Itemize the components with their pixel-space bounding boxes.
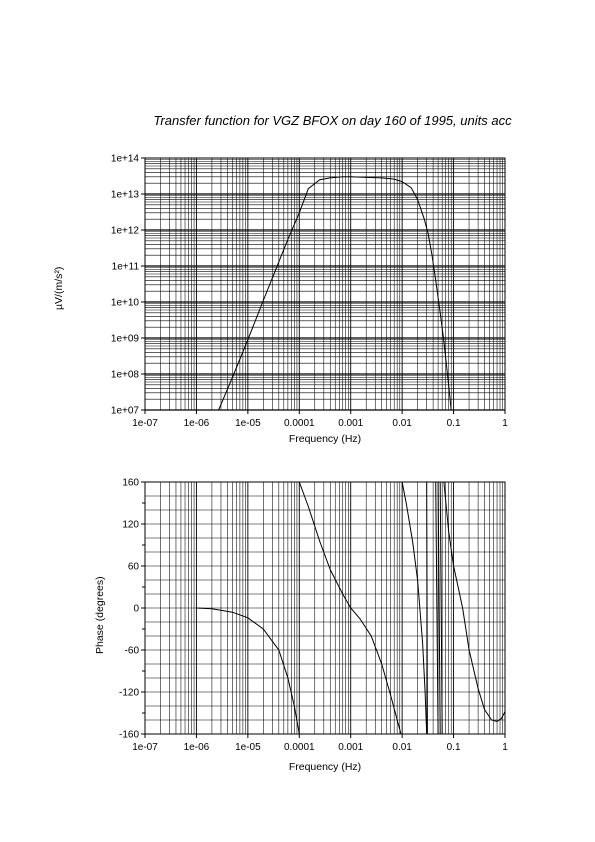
x-tick-label: 1e-07 bbox=[132, 742, 158, 753]
x-tick-label: 1 bbox=[502, 742, 508, 753]
phase-curve-segment bbox=[401, 481, 428, 735]
y-axis-label-amplitude: µV/(m/s²) bbox=[53, 266, 65, 310]
x-tick-label: 0.1 bbox=[447, 418, 461, 429]
x-tick-label: 1e-07 bbox=[132, 418, 158, 429]
x-tick-label: 0.001 bbox=[338, 742, 363, 753]
x-tick-label: 1e-05 bbox=[235, 742, 261, 753]
phase-curve-segment bbox=[298, 481, 402, 735]
y-tick-label: 1e+13 bbox=[111, 190, 140, 201]
y-tick-label: 60 bbox=[128, 562, 140, 573]
phase-curve-segment bbox=[437, 481, 441, 735]
x-tick-label: 0.1 bbox=[447, 742, 461, 753]
x-tick-label: 1e-06 bbox=[184, 418, 210, 429]
x-tick-label: 0.01 bbox=[392, 418, 412, 429]
plot-frame bbox=[144, 157, 506, 411]
y-tick-label: 1e+07 bbox=[111, 406, 140, 417]
phase-curve-segment bbox=[435, 481, 439, 735]
chart-title: Transfer function for VGZ BFOX on day 16… bbox=[153, 113, 512, 128]
y-axis-label-phase: Phase (degrees) bbox=[94, 576, 106, 654]
x-tick-label: 0.0001 bbox=[284, 742, 315, 753]
phase-curve-segment bbox=[196, 607, 300, 735]
phase-curve-segment bbox=[443, 481, 506, 722]
phase-curve-segment bbox=[426, 481, 428, 735]
x-tick-label: 0.0001 bbox=[284, 418, 315, 429]
x-tick-label: 0.01 bbox=[392, 742, 412, 753]
y-tick-label: 1e+09 bbox=[111, 334, 140, 345]
y-tick-label: 0 bbox=[133, 604, 139, 615]
y-tick-label: 1e+10 bbox=[111, 298, 140, 309]
x-tick-label: 1e-06 bbox=[184, 742, 210, 753]
y-tick-label: -60 bbox=[125, 646, 140, 657]
y-tick-label: 1e+08 bbox=[111, 370, 140, 381]
x-tick-label: 1 bbox=[502, 418, 508, 429]
x-axis-label: Frequency (Hz) bbox=[289, 433, 361, 445]
y-tick-label: 120 bbox=[122, 520, 139, 531]
y-tick-label: 1e+14 bbox=[111, 154, 140, 165]
x-tick-label: 1e-05 bbox=[235, 418, 261, 429]
y-tick-label: -120 bbox=[119, 688, 139, 699]
x-axis-label: Frequency (Hz) bbox=[289, 761, 361, 773]
y-tick-label: -160 bbox=[119, 730, 139, 741]
phase-curve-segment bbox=[439, 481, 443, 735]
y-tick-label: 1e+11 bbox=[112, 262, 140, 273]
amplitude-curve bbox=[218, 176, 452, 411]
x-tick-label: 0.001 bbox=[338, 418, 363, 429]
y-tick-label: 1e+12 bbox=[111, 226, 140, 237]
y-tick-label: 160 bbox=[122, 478, 139, 489]
